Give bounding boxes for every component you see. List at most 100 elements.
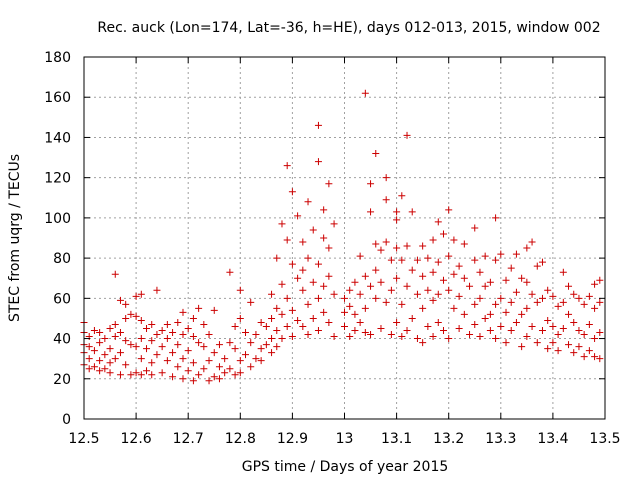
- data-point: [372, 240, 380, 248]
- data-point: [570, 290, 578, 298]
- data-point: [523, 244, 531, 252]
- data-point: [96, 357, 104, 365]
- y-tick-label: 60: [53, 291, 71, 307]
- data-point: [148, 359, 156, 367]
- data-point: [585, 320, 593, 328]
- data-point: [184, 325, 192, 332]
- data-point: [580, 353, 588, 361]
- data-point: [497, 250, 505, 258]
- data-point: [393, 318, 401, 326]
- data-point: [278, 220, 286, 228]
- data-point: [215, 363, 223, 371]
- data-point: [122, 361, 130, 369]
- data-point: [236, 357, 244, 365]
- data-point: [273, 327, 281, 335]
- data-point: [497, 322, 505, 330]
- data-point: [585, 347, 593, 355]
- y-tick-label: 100: [44, 211, 71, 227]
- data-point: [309, 314, 317, 322]
- data-point: [325, 180, 333, 188]
- data-point: [382, 174, 390, 182]
- data-point: [565, 341, 573, 349]
- data-point: [429, 296, 437, 304]
- data-point: [226, 365, 234, 373]
- data-point: [137, 290, 145, 298]
- data-point: [445, 286, 453, 294]
- data-point: [242, 329, 250, 337]
- data-point: [492, 256, 500, 264]
- data-point: [361, 272, 369, 280]
- data-point: [137, 335, 145, 343]
- y-axis-label: STEC from uqrg / TECUs: [7, 154, 23, 322]
- data-point: [460, 240, 468, 248]
- data-point: [559, 298, 567, 306]
- data-point: [393, 274, 401, 282]
- data-point: [226, 339, 234, 347]
- data-point: [294, 274, 302, 282]
- data-point: [163, 320, 171, 328]
- data-point: [101, 351, 109, 359]
- data-point: [398, 300, 406, 308]
- data-point: [278, 280, 286, 288]
- y-tick-label: 20: [53, 372, 71, 388]
- data-point: [403, 242, 411, 250]
- data-point: [106, 345, 114, 353]
- data-point: [111, 333, 119, 341]
- data-point: [408, 266, 416, 274]
- data-point: [195, 304, 203, 312]
- data-point: [523, 333, 531, 341]
- data-point: [189, 377, 197, 385]
- data-point: [502, 276, 510, 284]
- data-point: [377, 325, 385, 332]
- data-point: [189, 359, 197, 367]
- y-tick-label: 120: [44, 171, 71, 187]
- data-point: [273, 304, 281, 312]
- data-point: [434, 218, 442, 226]
- data-point: [314, 327, 322, 335]
- data-point: [257, 318, 265, 326]
- data-point: [419, 272, 427, 280]
- data-point: [367, 331, 375, 339]
- data-point: [361, 304, 369, 312]
- data-point: [445, 206, 453, 214]
- data-point: [304, 198, 312, 206]
- data-point: [575, 327, 583, 335]
- data-point: [231, 371, 239, 379]
- data-point: [481, 282, 489, 290]
- data-point: [132, 369, 140, 377]
- data-point: [179, 331, 187, 339]
- data-point: [85, 343, 93, 351]
- data-point: [471, 300, 479, 308]
- x-tick-label: 13.2: [433, 431, 464, 447]
- data-point: [372, 266, 380, 274]
- data-point: [247, 363, 255, 371]
- x-tick-label: 13: [336, 431, 354, 447]
- data-point: [101, 365, 109, 373]
- data-point: [554, 302, 562, 310]
- data-point: [372, 150, 380, 158]
- data-point: [596, 298, 604, 306]
- data-point: [320, 308, 328, 316]
- data-point: [283, 236, 291, 244]
- data-point: [90, 347, 98, 355]
- data-point: [434, 258, 442, 266]
- data-point: [262, 341, 270, 349]
- data-point: [502, 308, 510, 316]
- data-point: [570, 349, 578, 357]
- data-point: [429, 236, 437, 244]
- data-point: [137, 316, 145, 324]
- data-point: [455, 325, 463, 332]
- data-point: [96, 367, 104, 375]
- data-point: [132, 343, 140, 351]
- data-point: [346, 286, 354, 294]
- data-point: [393, 208, 401, 216]
- data-point: [268, 290, 276, 298]
- data-point: [314, 158, 322, 166]
- data-point: [382, 238, 390, 246]
- data-point: [299, 238, 307, 246]
- data-point: [85, 365, 93, 373]
- data-point: [559, 325, 567, 332]
- data-point: [210, 373, 218, 381]
- data-point: [367, 180, 375, 188]
- data-point: [195, 371, 203, 379]
